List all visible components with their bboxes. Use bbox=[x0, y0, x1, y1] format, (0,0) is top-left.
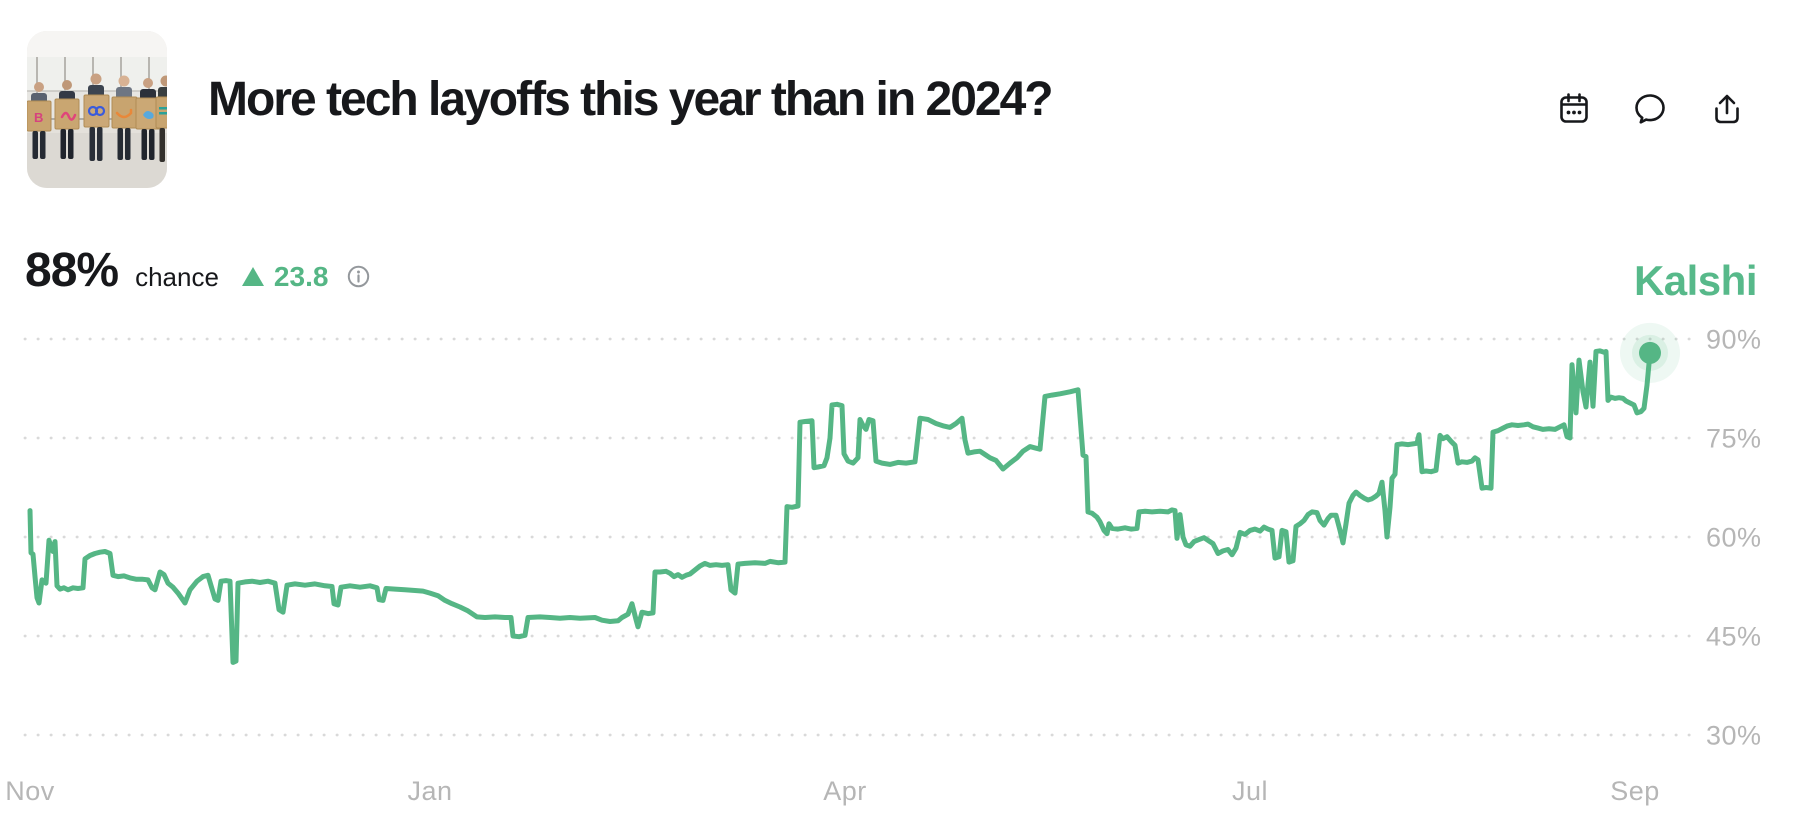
y-tick-label: 75% bbox=[1706, 424, 1762, 454]
market-title: More tech layoffs this year than in 2024… bbox=[208, 73, 1054, 126]
calendar-icon[interactable] bbox=[1560, 93, 1588, 124]
price-delta: 23.8 bbox=[241, 261, 329, 293]
header-actions bbox=[1560, 93, 1742, 125]
probability-unit-label: chance bbox=[135, 262, 219, 292]
thumbnail-scene: B bbox=[27, 31, 167, 188]
share-icon[interactable] bbox=[1712, 93, 1742, 125]
kalshi-logo: Kalshi bbox=[1633, 257, 1758, 304]
y-tick-label: 60% bbox=[1706, 523, 1762, 553]
y-tick-label: 90% bbox=[1706, 325, 1762, 355]
x-tick-label: Jul bbox=[1232, 776, 1268, 806]
current-price-dot bbox=[1639, 341, 1661, 364]
price-chart[interactable]: 90% 75% 60% 45% 30% Nov Jan Apr Jul Sep bbox=[0, 300, 1798, 830]
price-row: 88% chance 23.8 bbox=[25, 243, 370, 298]
market-thumbnail-image: B bbox=[27, 31, 167, 188]
x-tick-label: Apr bbox=[823, 776, 867, 806]
price-history-line bbox=[27, 348, 1653, 665]
x-tick-label: Jan bbox=[407, 776, 452, 806]
comment-icon[interactable] bbox=[1634, 93, 1666, 124]
svg-text:B: B bbox=[34, 110, 43, 125]
price-delta-value: 23.8 bbox=[273, 261, 329, 292]
probability-value: 88% bbox=[25, 244, 119, 297]
info-icon[interactable] bbox=[347, 265, 370, 288]
x-tick-label: Sep bbox=[1610, 776, 1660, 806]
y-tick-label: 45% bbox=[1706, 622, 1762, 652]
x-tick-label: Nov bbox=[5, 776, 55, 806]
y-tick-label: 30% bbox=[1706, 721, 1762, 751]
delta-up-icon bbox=[241, 267, 264, 286]
